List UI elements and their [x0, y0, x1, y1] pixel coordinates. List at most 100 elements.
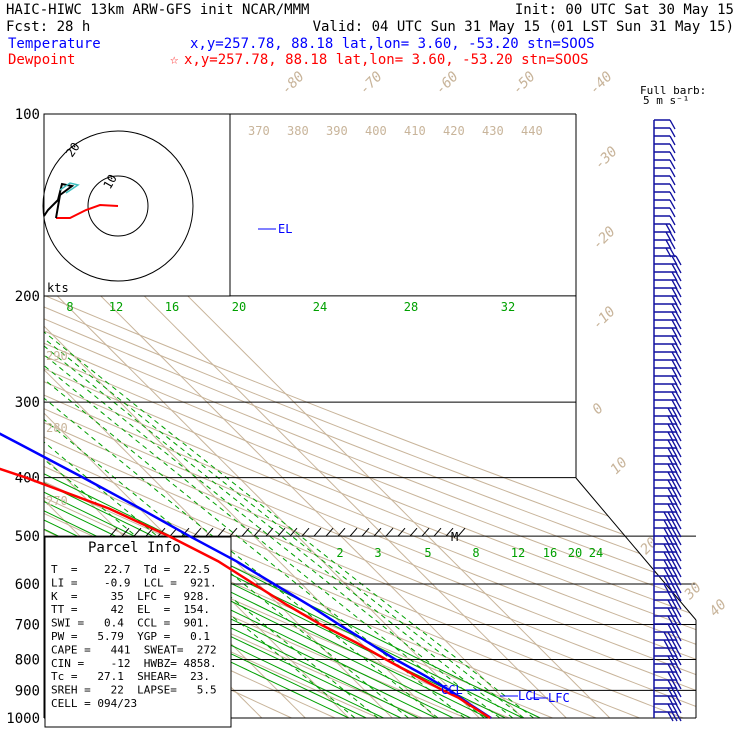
wind-barb-feather: [671, 511, 678, 522]
wind-barb-feather: [675, 431, 682, 442]
theta-label: 440: [521, 124, 543, 138]
parcel-info-row: SWI = 0.4 CCL = 901.: [51, 617, 210, 630]
wind-barb-feather: [675, 463, 682, 474]
wind-barb-feather: [671, 663, 678, 674]
wind-barb-feather: [671, 575, 678, 586]
pressure-label: 900: [15, 683, 40, 699]
isotherm-line: [44, 114, 567, 718]
wind-barb-feather: [671, 695, 678, 706]
parcel-info-row: TT = 42 EL = 154.: [51, 603, 210, 616]
wind-barb: [654, 487, 682, 498]
dry-adiabat-line: [44, 114, 336, 718]
wind-barb-feather: [671, 527, 678, 538]
hodograph-ring: [42, 130, 194, 282]
parcel-info-row: LI = -0.9 LCL = 921.: [51, 576, 217, 589]
mixing-ratio-label: 8: [472, 546, 479, 560]
wind-barb-feather: [675, 567, 682, 578]
wind-barb-feather: [671, 591, 678, 602]
wind-barb: [654, 471, 682, 482]
wind-barb-feather: [675, 495, 682, 506]
wind-barb-feather: [669, 231, 676, 242]
wind-barb-feather: [671, 487, 678, 498]
wind-barb-feather: [669, 119, 676, 130]
wind-barb-feather: [671, 455, 678, 466]
wind-barb-feather: [665, 239, 672, 250]
hatch-mark: [409, 527, 418, 537]
wind-barb: [654, 463, 682, 474]
hatch-mark: [361, 527, 370, 537]
pressure-label: 700: [15, 617, 40, 633]
dry-adiabat-line: [44, 114, 696, 718]
wind-barb: [654, 359, 682, 370]
wind-barb: [654, 695, 682, 706]
dry-adiabat-line: [44, 114, 696, 718]
hatch-mark: [397, 527, 406, 537]
hatch-mark: [421, 527, 430, 537]
isotherm-line: [44, 114, 480, 718]
wind-barb-feather: [675, 335, 682, 346]
dry-adiabat-line: [44, 114, 696, 718]
wind-barb-feather: [675, 447, 682, 458]
dry-adiabat-line: [44, 114, 696, 718]
hatch-mark: [217, 527, 226, 537]
hatch-mark: [385, 527, 394, 537]
wind-barb-feather: [675, 671, 682, 682]
wind-barb-feather: [671, 551, 678, 562]
wind-barb: [654, 343, 682, 354]
wind-barb-feather: [669, 239, 676, 250]
hodograph-trace-low: [56, 203, 119, 219]
dry-adiabat-line: [44, 114, 696, 718]
pressure-label: 500: [15, 529, 40, 545]
dry-adiabat-line: [44, 114, 379, 718]
wind-barb: [654, 199, 676, 210]
dry-adiabat-line: [44, 114, 696, 718]
wind-barb: [654, 327, 682, 338]
wind-barb: [654, 175, 676, 186]
mixing-ratio-label: 16: [165, 300, 179, 314]
wind-barb-column: [653, 119, 682, 722]
mixing-ratio-label: 12: [511, 546, 525, 560]
hatch-mark: [205, 527, 214, 537]
hatch-mark: [313, 527, 322, 537]
wind-barb: [654, 151, 676, 162]
wind-barb-feather: [669, 183, 676, 194]
parcel-info-row: K = 35 LFC = 928.: [51, 590, 210, 603]
wind-barb-feather: [675, 679, 682, 690]
wind-barb: [654, 207, 676, 218]
wind-barb-feather: [675, 279, 682, 290]
wind-barb-feather: [675, 631, 682, 642]
wind-barb-feather: [675, 519, 682, 530]
dewpoint-legend-label: Dewpoint: [8, 52, 75, 68]
hatch-mark: [181, 527, 190, 537]
wind-barb-feather: [671, 263, 678, 274]
dry-adiabat-line: [44, 114, 696, 718]
isotherm-label: 10: [608, 455, 631, 478]
wind-barb-feather: [671, 311, 678, 322]
wind-barb-feather: [671, 303, 678, 314]
wind-barb: [654, 135, 676, 146]
hodograph-ring-label: 10: [100, 172, 119, 192]
wind-barb: [654, 295, 682, 306]
wind-barb: [654, 167, 676, 178]
mixing-ratio-label: 20: [232, 300, 246, 314]
wind-barb-feather: [671, 471, 678, 482]
parcel-info-title: Parcel Info: [88, 540, 181, 556]
wind-barb-feather: [675, 359, 682, 370]
dry-adiabat-line: [44, 114, 696, 718]
wind-barb: [654, 551, 682, 562]
wind-barb-feather: [671, 639, 678, 650]
mixing-ratio-label: 8: [66, 300, 73, 314]
hatch-mark: [277, 527, 286, 537]
theta-label: 410: [404, 124, 426, 138]
isotherm-line: [44, 114, 611, 718]
wind-barb: [654, 711, 682, 722]
hodograph-ring-label: 20: [63, 140, 83, 160]
dry-adiabat-line: [44, 114, 696, 718]
hodograph: 10 20 kts: [42, 113, 231, 297]
wind-barb-feather: [675, 439, 682, 450]
wind-barb-feather: [675, 503, 682, 514]
wind-barb-feather: [671, 279, 678, 290]
isotherm-label: -10: [590, 304, 619, 333]
wind-barb-feather: [675, 423, 682, 434]
